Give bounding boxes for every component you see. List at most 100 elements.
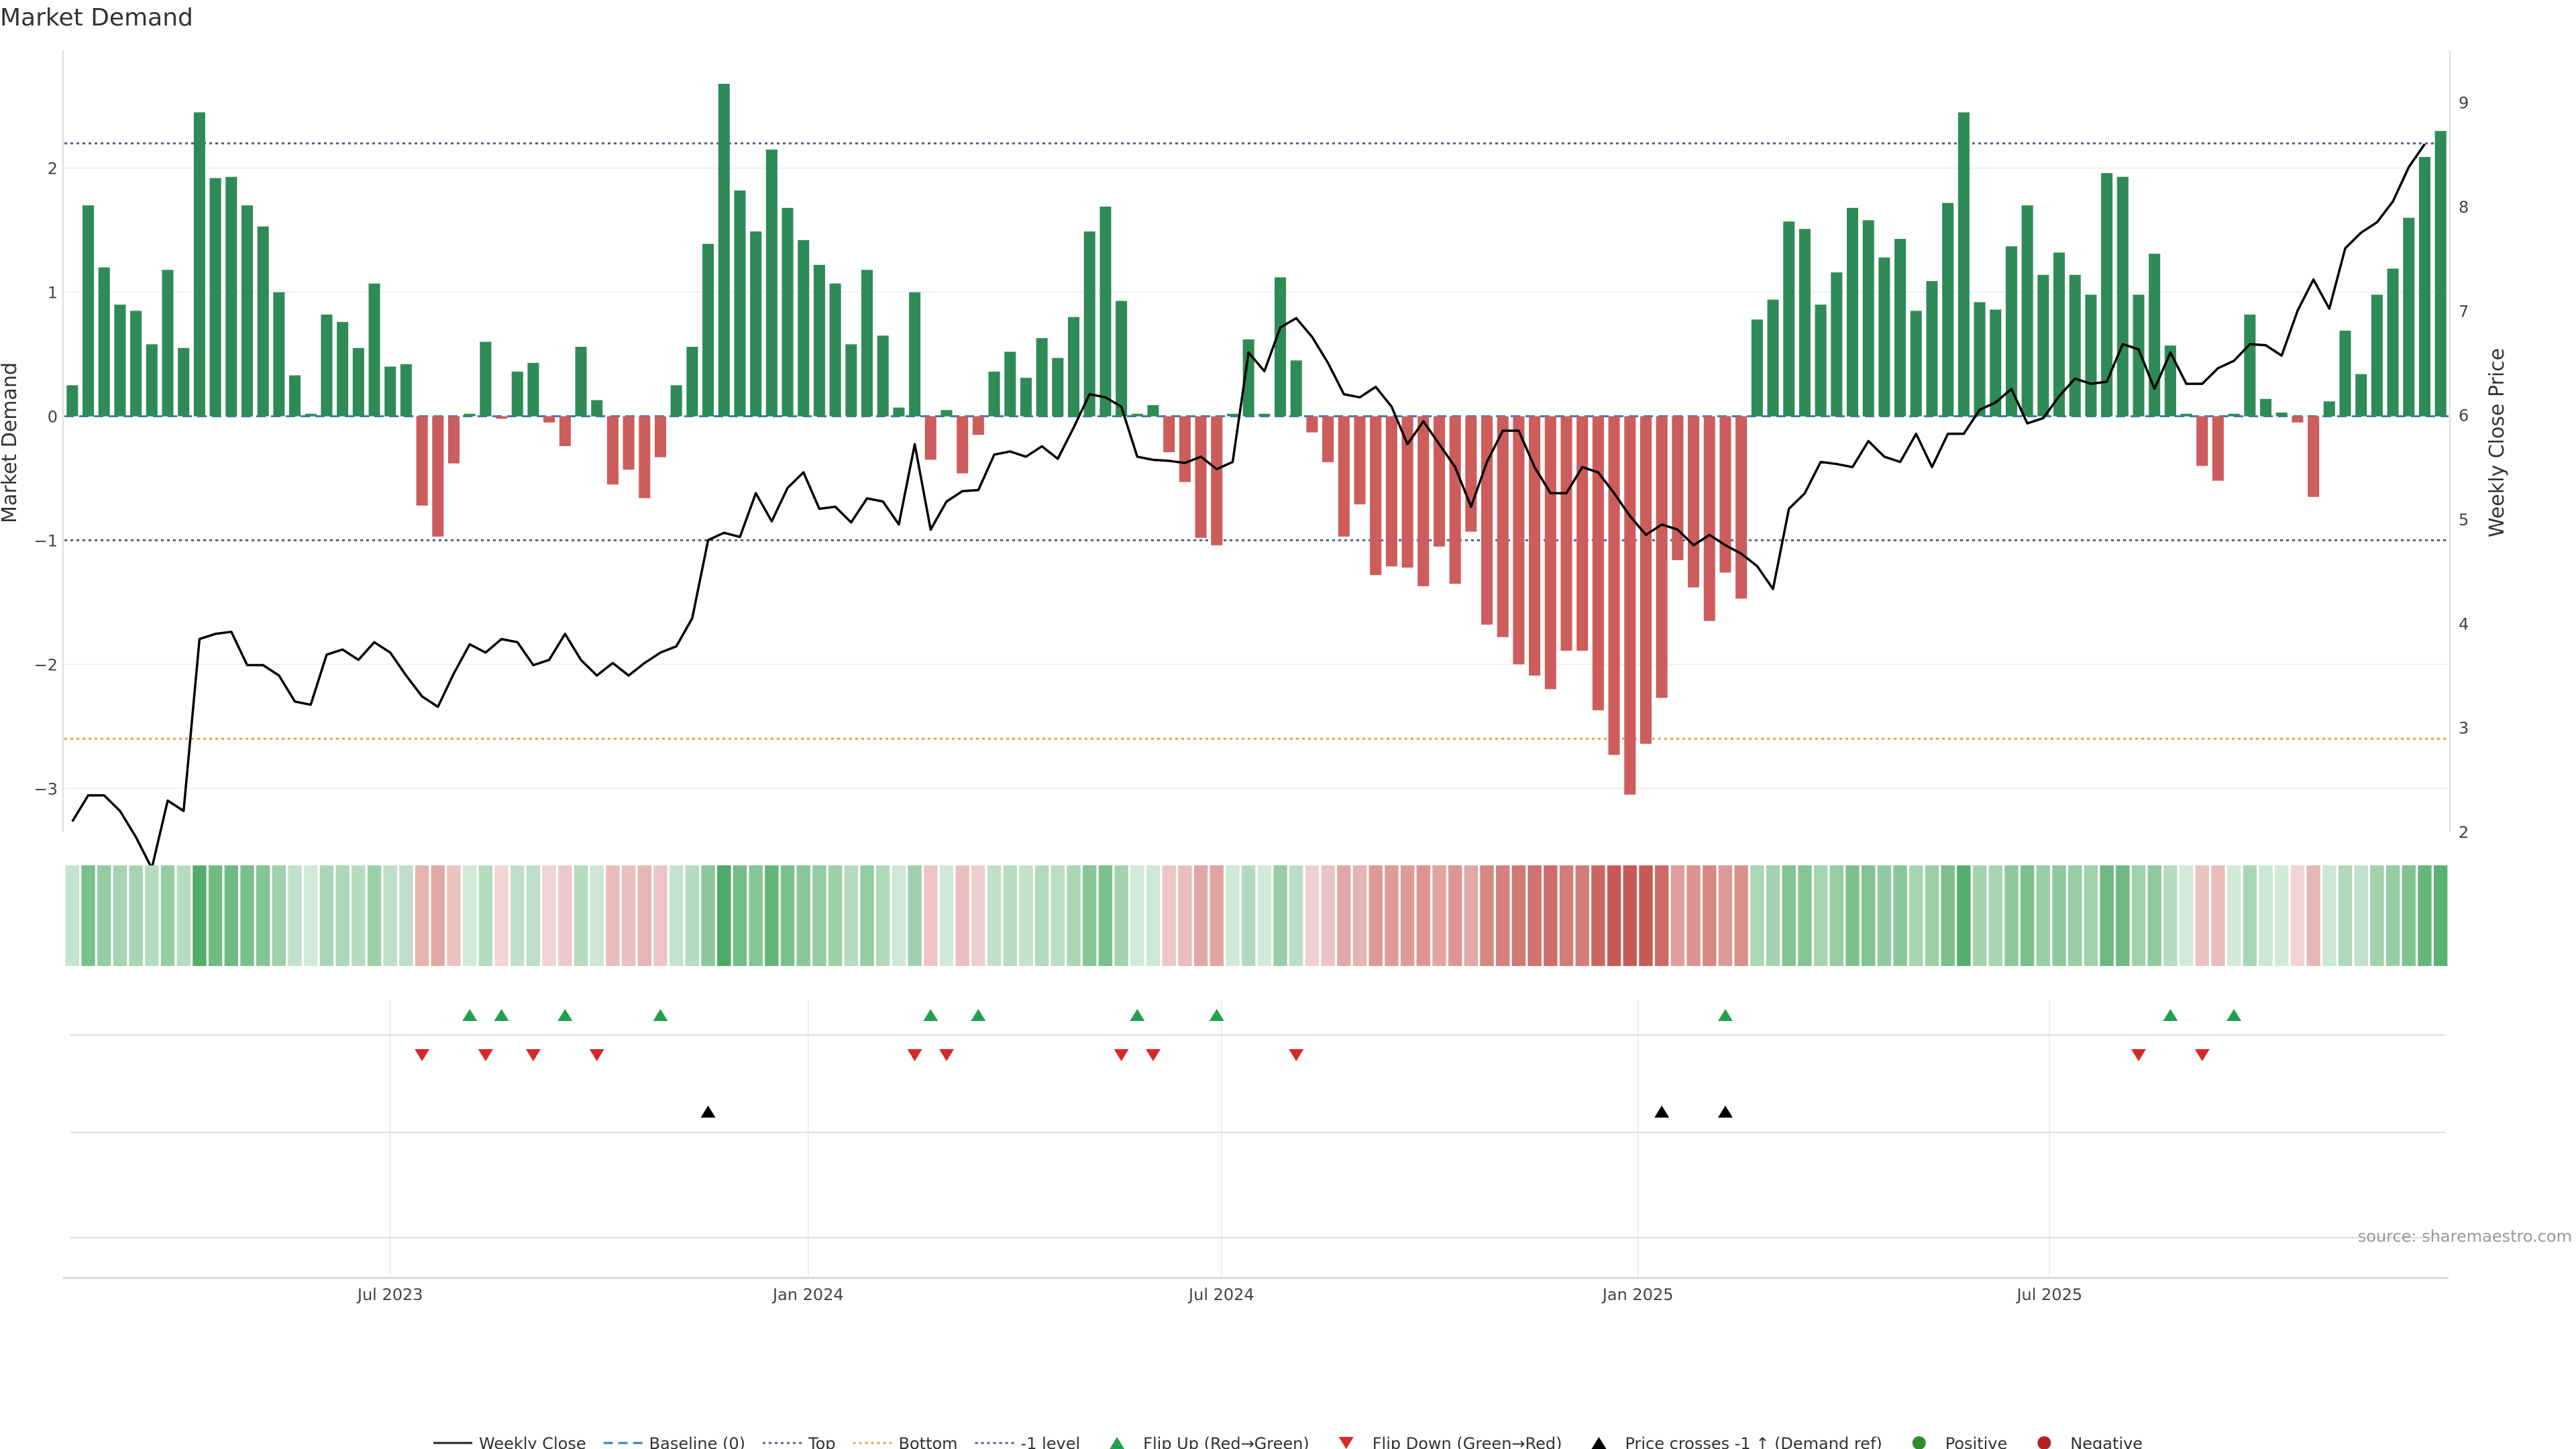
legend-item: Price crosses -1 ↑ (Demand ref) xyxy=(1591,1434,1882,1449)
demand-bar xyxy=(1338,416,1350,537)
demand-bar xyxy=(988,371,1000,417)
demand-bar xyxy=(1147,405,1159,417)
flip-up-marker xyxy=(1130,1009,1145,1021)
heat-cell xyxy=(304,865,318,966)
heat-cell xyxy=(383,865,397,966)
heat-cell xyxy=(955,865,969,966)
heat-cell xyxy=(1193,865,1208,966)
legend-swatch xyxy=(2037,1436,2051,1449)
demand-bar xyxy=(1481,416,1493,625)
price-cross-marker xyxy=(1654,1106,1670,1118)
legend-label: Flip Up (Red→Green) xyxy=(1143,1434,1309,1449)
heat-cell xyxy=(971,865,985,966)
heat-cell xyxy=(796,865,810,966)
heat-cell xyxy=(924,865,938,966)
heat-cell xyxy=(2226,865,2241,966)
heat-cell xyxy=(462,865,477,966)
heat-cell xyxy=(876,865,890,966)
legend-item: Negative xyxy=(2037,1434,2143,1449)
x-axis: Jul 2023 Jan 2024 Jul 2024 Jan 2025 Jul 2025 xyxy=(63,1277,2449,1304)
legend-label: Weekly Close xyxy=(479,1434,586,1449)
heat-cell xyxy=(1575,865,1589,966)
demand-bar xyxy=(241,205,254,417)
demand-bar xyxy=(1735,416,1748,599)
heat-cell xyxy=(2402,865,2416,966)
demand-bar xyxy=(209,178,221,417)
demand-bar xyxy=(1067,317,1080,417)
demand-bar xyxy=(1576,416,1589,651)
heat-cell xyxy=(1877,865,1892,966)
demand-bar xyxy=(2133,294,2145,417)
heat-cell xyxy=(1480,865,1494,966)
heat-cell xyxy=(1544,865,1558,966)
heat-cell xyxy=(2385,865,2400,966)
heat-cell xyxy=(335,865,350,966)
heat-cell xyxy=(129,865,143,966)
y2-tick-label: 9 xyxy=(2459,94,2469,113)
demand-bar xyxy=(941,410,953,417)
heat-cell xyxy=(224,865,238,966)
demand-bar xyxy=(162,270,174,417)
heat-cell xyxy=(749,865,763,966)
heat-cell xyxy=(160,865,175,966)
heat-cell xyxy=(701,865,715,966)
heat-cell xyxy=(1273,865,1287,966)
heat-cell xyxy=(2418,865,2432,966)
demand-bar xyxy=(2021,205,2033,417)
heat-cell xyxy=(765,865,779,966)
flip-up-marker xyxy=(2226,1009,2242,1021)
demand-bar xyxy=(368,283,380,417)
demand-bar xyxy=(447,416,460,464)
heat-cell xyxy=(447,865,461,966)
flip-down-marker xyxy=(1289,1049,1304,1061)
heat-cell xyxy=(1098,865,1113,966)
flip-down-marker xyxy=(1114,1049,1129,1061)
y-tick-label: 0 xyxy=(48,408,58,427)
heat-cell xyxy=(65,865,80,966)
demand-bar xyxy=(686,346,698,417)
demand-bar xyxy=(1226,413,1238,417)
demand-bar xyxy=(1656,416,1668,698)
y-tick-label: −1 xyxy=(34,531,58,550)
legend-item: Flip Up (Red→Green) xyxy=(1110,1434,1309,1449)
demand-bar xyxy=(543,416,555,423)
demand-bar xyxy=(2355,374,2367,417)
demand-bar xyxy=(1719,416,1731,573)
legend-label: Bottom xyxy=(899,1434,958,1449)
demand-bar xyxy=(2323,401,2335,417)
demand-bar xyxy=(1290,360,1302,417)
heat-cell xyxy=(908,865,922,966)
legend-item: Positive xyxy=(1912,1434,2007,1449)
legend-swatch xyxy=(1912,1436,1926,1449)
demand-bar xyxy=(782,207,794,417)
y2-tick-label: 5 xyxy=(2459,511,2469,529)
heat-cell xyxy=(2211,865,2225,966)
demand-bar xyxy=(2164,345,2176,417)
y2-tick-label: 8 xyxy=(2459,198,2469,217)
demand-bar xyxy=(83,205,95,417)
demand-bar xyxy=(1385,416,1397,567)
flip-down-marker xyxy=(2131,1049,2146,1061)
heat-cell xyxy=(939,865,954,966)
heat-cell xyxy=(1051,865,1065,966)
heat-cell xyxy=(717,865,731,966)
heat-cell xyxy=(1083,865,1097,966)
heat-cell xyxy=(288,865,302,966)
demand-bar xyxy=(178,347,190,417)
heat-cell xyxy=(2433,865,2448,966)
flip-up-marker xyxy=(1717,1009,1733,1021)
heat-cell xyxy=(1464,865,1479,966)
flip-up-marker xyxy=(653,1009,668,1021)
x-tick-label: Jul 2024 xyxy=(1187,1285,1254,1304)
heat-cell xyxy=(828,865,843,966)
y-tick-label: −2 xyxy=(34,655,58,674)
demand-bar xyxy=(1370,416,1382,576)
demand-heat-strip xyxy=(65,865,2448,966)
demand-bar xyxy=(1052,358,1064,417)
demand-bar xyxy=(2116,176,2129,417)
heat-cell xyxy=(2100,865,2114,966)
flip-down-marker xyxy=(415,1049,430,1061)
heat-cell xyxy=(1893,865,1907,966)
heat-cell xyxy=(2179,865,2194,966)
demand-bar xyxy=(1513,416,1525,665)
